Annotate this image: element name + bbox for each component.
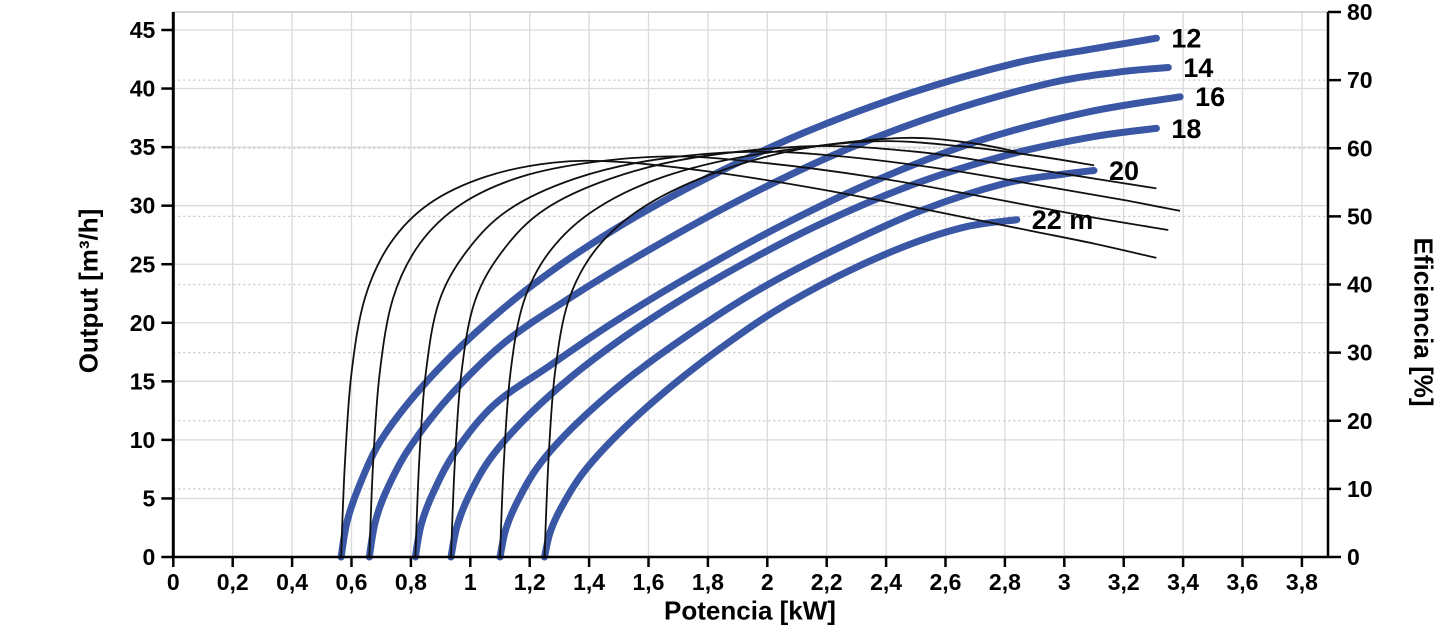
curve-label-14: 14 <box>1183 53 1213 83</box>
x-tick-label: 3 <box>1058 569 1071 595</box>
x-tick-label: 3,6 <box>1227 569 1259 595</box>
left-tick-label: 10 <box>130 427 156 453</box>
right-tick-label: 30 <box>1347 340 1373 366</box>
left-tick-label: 5 <box>143 485 156 511</box>
right-tick-label: 60 <box>1347 135 1373 161</box>
curve-label-20: 20 <box>1109 156 1139 186</box>
curve-label-22: 22 m <box>1032 205 1094 235</box>
efficiency-curve-12 <box>340 159 1157 558</box>
x-tick-label: 1,4 <box>573 569 605 595</box>
pump-curve-22 <box>541 216 1021 561</box>
x-tick-label: 0,4 <box>276 569 308 595</box>
x-tick-label: 2 <box>761 569 774 595</box>
efficiency-curve-14 <box>368 155 1169 558</box>
x-tick-label: 3,2 <box>1108 569 1140 595</box>
pump-curve-20 <box>496 167 1098 561</box>
curve-label-12: 12 <box>1171 24 1201 54</box>
right-tick-label: 50 <box>1347 203 1373 229</box>
x-tick-label: 3,8 <box>1286 569 1318 595</box>
left-tick-label: 40 <box>130 76 156 102</box>
x-tick-label: 1 <box>464 569 477 595</box>
x-tick-label: 0,6 <box>336 569 368 595</box>
curve-label-16: 16 <box>1195 82 1225 112</box>
curve-label-18: 18 <box>1171 114 1201 144</box>
x-tick-label: 2,6 <box>930 569 962 595</box>
left-tick-label: 15 <box>130 368 156 394</box>
efficiency-curve-16 <box>414 150 1181 558</box>
left-tick-label: 45 <box>130 17 156 43</box>
right-axis-title: Eficiencia [%] <box>1408 237 1439 407</box>
left-tick-label: 25 <box>130 251 156 277</box>
right-tick-label: 0 <box>1347 544 1360 570</box>
x-tick-label: 1,8 <box>692 569 724 595</box>
pump-curve-16 <box>411 93 1184 561</box>
x-tick-label: 3,4 <box>1167 569 1199 595</box>
left-axis-title: Output [m³/h] <box>73 208 104 374</box>
right-tick-label: 10 <box>1347 476 1373 502</box>
x-tick-label: 1,6 <box>633 569 665 595</box>
right-tick-label: 70 <box>1347 67 1373 93</box>
right-tick-label: 20 <box>1347 408 1373 434</box>
efficiency-curve-18 <box>450 145 1157 558</box>
x-tick-label: 1,2 <box>514 569 546 595</box>
pump-curve-18 <box>447 124 1160 561</box>
right-tick-label: 40 <box>1347 272 1373 298</box>
efficiency-curve-20 <box>499 140 1095 558</box>
x-tick-label: 2,4 <box>870 569 902 595</box>
x-tick-label: 2,8 <box>989 569 1021 595</box>
x-tick-label: 0,8 <box>395 569 427 595</box>
x-tick-label: 0,2 <box>217 569 249 595</box>
left-tick-label: 0 <box>143 544 156 570</box>
left-tick-label: 20 <box>130 310 156 336</box>
left-tick-label: 30 <box>130 193 156 219</box>
x-tick-label: 0 <box>167 569 180 595</box>
left-tick-label: 35 <box>130 134 156 160</box>
x-axis-title: Potencia [kW] <box>664 595 836 626</box>
right-tick-label: 80 <box>1347 0 1373 25</box>
x-tick-label: 2,2 <box>811 569 843 595</box>
pump-curve-14 <box>365 64 1172 561</box>
efficiency-curve-22 <box>543 136 1017 558</box>
